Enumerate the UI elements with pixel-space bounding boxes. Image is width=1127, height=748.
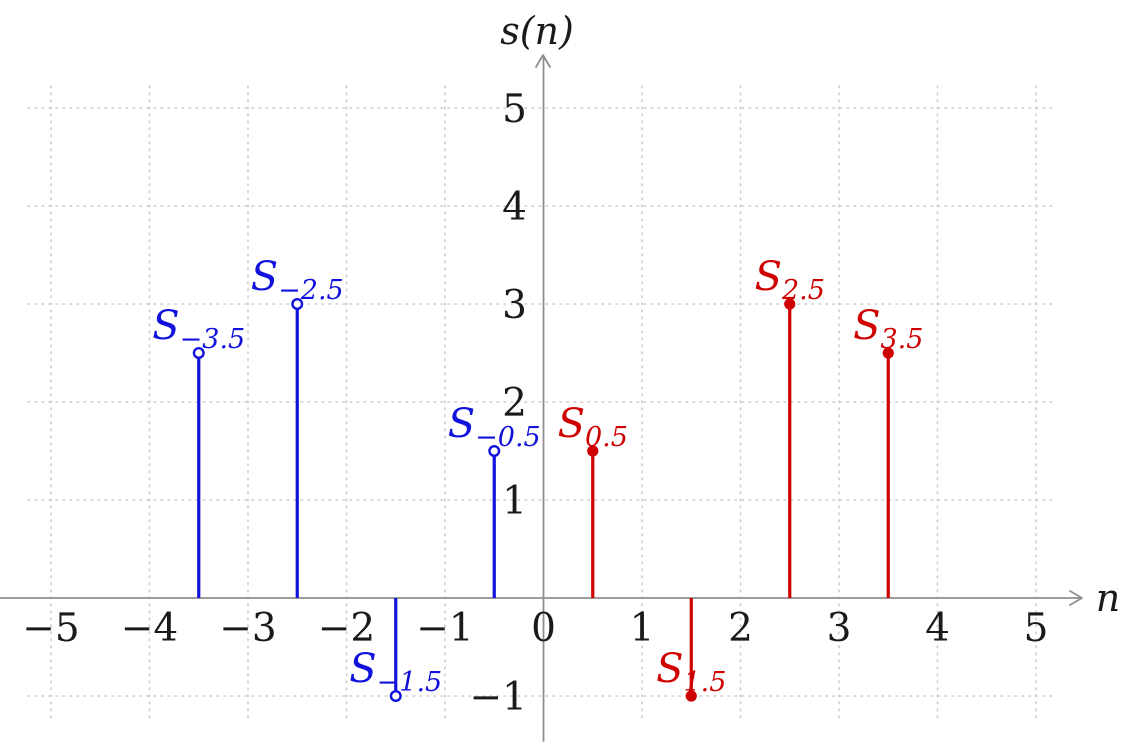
stem-marker-filled bbox=[882, 347, 894, 359]
series-layer: S−3.5S−2.5 S−1.5 S−0.5 S0.5 S1.5 S2.5 S3.5 bbox=[152, 254, 923, 703]
stem-marker-open bbox=[389, 690, 402, 703]
stem-label: S0.5 bbox=[558, 401, 628, 453]
stem-marker-open bbox=[192, 347, 205, 360]
stem-marker-open bbox=[291, 298, 304, 311]
y-tick-label: 2 bbox=[502, 381, 527, 426]
x-tick-label: −1 bbox=[416, 606, 474, 651]
y-tick-label: 1 bbox=[502, 479, 527, 524]
stem-marker-filled bbox=[685, 690, 697, 702]
stem-label: S3.5 bbox=[853, 303, 923, 355]
x-tick-label: −2 bbox=[318, 606, 376, 651]
x-tick-label: 4 bbox=[925, 606, 950, 651]
x-tick-label: −5 bbox=[22, 606, 80, 651]
y-axis-arrowhead-icon bbox=[535, 54, 551, 68]
y-axis-title: s(n) bbox=[500, 9, 574, 53]
x-tick-label: 0 bbox=[531, 606, 556, 651]
stem-marker-open bbox=[488, 445, 501, 458]
x-tick-label: 3 bbox=[827, 606, 852, 651]
y-tick-label: 3 bbox=[502, 283, 527, 328]
axes-layer bbox=[0, 54, 1083, 742]
x-tick-label: 5 bbox=[1024, 606, 1049, 651]
y-tick-label: 5 bbox=[502, 87, 527, 132]
stem-label: S−2.5 bbox=[251, 254, 344, 306]
stem-label: S2.5 bbox=[755, 254, 825, 306]
x-tick-label: 1 bbox=[630, 606, 655, 651]
x-tick-label: −3 bbox=[219, 606, 277, 651]
y-tick-label: −1 bbox=[470, 675, 528, 720]
x-axis-arrowhead-icon bbox=[1069, 590, 1083, 606]
series-positive-index-samples: S0.5 S1.5 S2.5 S3.5 bbox=[558, 254, 923, 702]
y-tick-label: 4 bbox=[502, 185, 527, 230]
x-axis-title: n bbox=[1096, 576, 1120, 620]
series-negative-index-samples: S−3.5S−2.5 S−1.5 S−0.5 bbox=[152, 254, 541, 703]
stem-marker-filled bbox=[784, 298, 796, 310]
x-tick-label: 2 bbox=[728, 606, 753, 651]
stem-label: S1.5 bbox=[656, 646, 726, 698]
stem-label: S−0.5 bbox=[448, 401, 541, 453]
stem-marker-filled bbox=[587, 445, 599, 457]
x-tick-label: −4 bbox=[121, 606, 179, 651]
stem-label: S−3.5 bbox=[152, 303, 245, 355]
stem-label: S−1.5 bbox=[349, 646, 442, 698]
grid-layer bbox=[27, 85, 1058, 723]
